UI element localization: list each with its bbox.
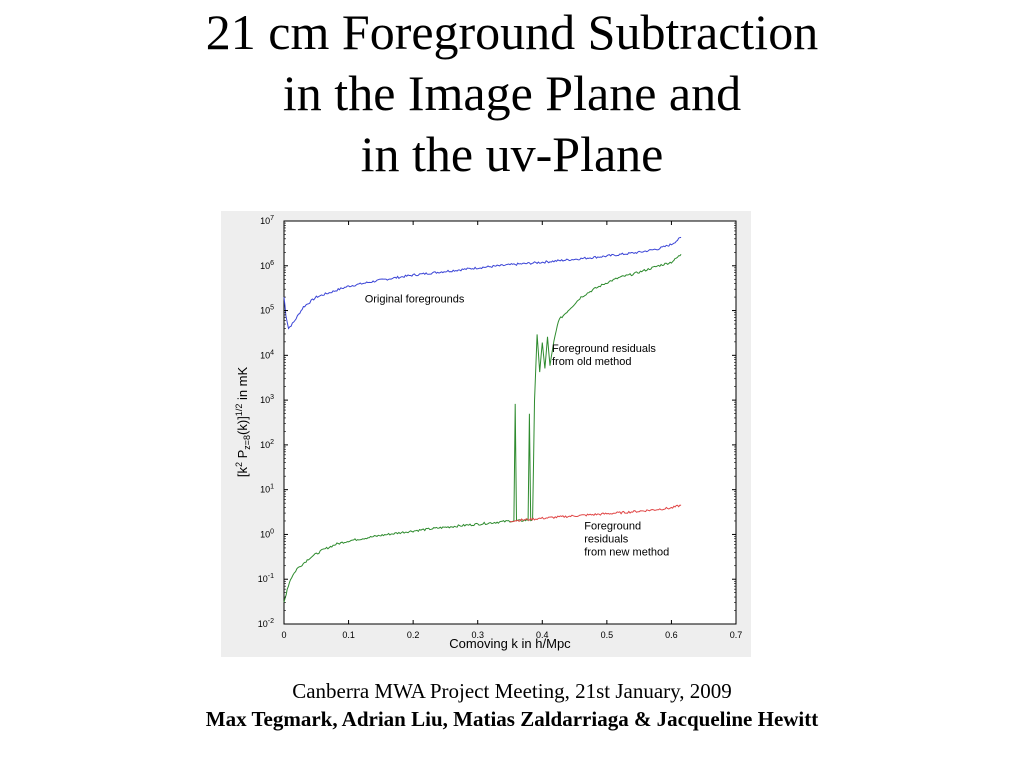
y-tick-label: 10-1: [258, 573, 274, 584]
meeting-line: Canberra MWA Project Meeting, 21st Janua…: [292, 679, 732, 703]
annotation-1: Original foregrounds: [365, 294, 465, 306]
x-axis-label: Comoving k in h/Mpc: [449, 636, 571, 651]
x-tick-label: 0: [281, 630, 286, 640]
title-line-1: 21 cm Foreground Subtraction: [205, 4, 819, 60]
y-tick-label: 100: [260, 528, 274, 539]
y-tick-label: 105: [260, 305, 274, 316]
annotation-layer: Original foregrounds Foreground residuals…: [365, 294, 670, 559]
caption: Canberra MWA Project Meeting, 21st Janua…: [0, 677, 1024, 733]
x-tick-label: 0.6: [665, 630, 678, 640]
x-tick-label: 0.2: [407, 630, 420, 640]
series-line-2: [283, 253, 682, 603]
plot-area: [283, 220, 737, 625]
chart-figure: 0 0.1 0.2 0.3 0.4 0.5 0.6 0.7 10-2 10-1 100 101 102 1…: [221, 211, 751, 657]
x-tick-label: 0.3: [471, 630, 484, 640]
y-axis-label: [k2 Pz=8(k)]1/2 in mK: [234, 367, 252, 478]
title-line-3: in the uv-Plane: [360, 126, 664, 182]
y-tick-label: 104: [260, 349, 274, 360]
x-tick-label: 0.4: [536, 630, 549, 640]
x-tick-label: 0.7: [730, 630, 743, 640]
y-tick-label: 101: [260, 484, 274, 495]
slide-title: 21 cm Foreground Subtraction in the Imag…: [0, 2, 1024, 185]
y-tick-label: 10-2: [258, 618, 274, 629]
power-spectrum-chart: 0 0.1 0.2 0.3 0.4 0.5 0.6 0.7 10-2 10-1 100 101 102 1…: [234, 215, 743, 651]
series-line-3: [509, 504, 682, 523]
x-tick-label: 0.1: [342, 630, 355, 640]
x-tick-label: 0.5: [601, 630, 614, 640]
annotation-2: Foreground residuals from old method: [552, 343, 656, 368]
series-line-1: [283, 236, 682, 330]
y-tick-label: 103: [260, 394, 274, 405]
y-tick-label: 107: [260, 215, 274, 226]
annotation-3: Foreground residuals from new method: [584, 520, 669, 558]
y-tick-label: 106: [260, 260, 274, 271]
authors-line: Max Tegmark, Adrian Liu, Matias Zaldarri…: [205, 707, 819, 731]
y-tick-label: 102: [260, 439, 274, 450]
series-layer: [283, 236, 682, 603]
title-line-2: in the Image Plane and: [282, 65, 742, 121]
ticks-layer: 0 0.1 0.2 0.3 0.4 0.5 0.6 0.7 10-2 10-1 100 101 102 1…: [258, 215, 743, 640]
